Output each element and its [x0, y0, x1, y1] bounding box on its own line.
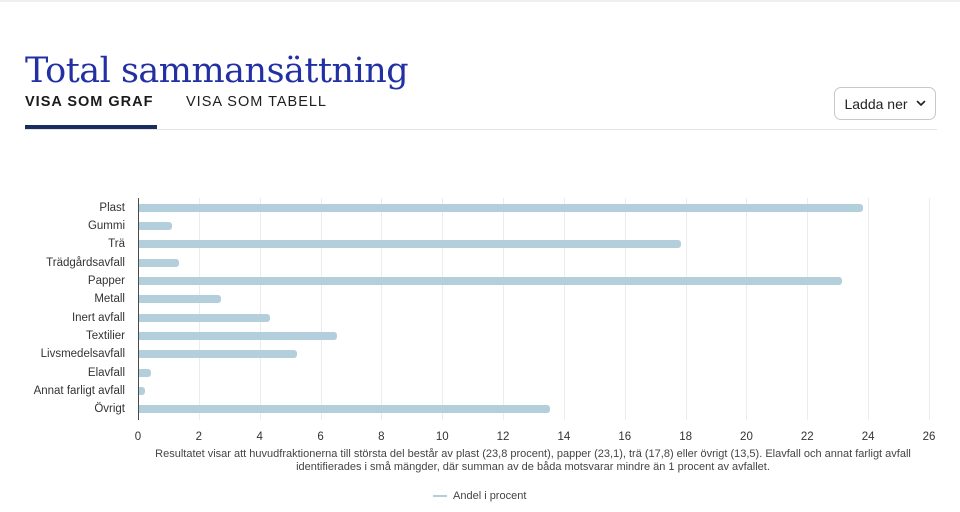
gridline [624, 198, 626, 420]
category-label: Elavfall [87, 366, 125, 379]
gridline [381, 198, 383, 420]
plot-area [138, 198, 930, 420]
y-axis-line [138, 198, 139, 420]
legend-swatch [433, 495, 447, 497]
bar[interactable] [139, 350, 298, 359]
category-label: Gummi [87, 219, 125, 232]
active-tab-indicator [25, 125, 157, 129]
x-tick-label: 14 [557, 431, 571, 443]
download-label: Ladda ner [844, 95, 908, 112]
bar[interactable] [139, 258, 179, 267]
category-label: Metall [94, 293, 125, 306]
gridline [685, 198, 687, 420]
gridline [320, 198, 322, 420]
gridline [563, 198, 565, 420]
top-band [0, 0, 960, 2]
legend-label: Andel i procent [453, 490, 527, 502]
bar[interactable] [139, 203, 864, 212]
bar[interactable] [139, 313, 270, 322]
x-tick-label: 10 [435, 431, 449, 443]
x-tick-label: 12 [496, 431, 510, 443]
bar[interactable] [139, 405, 550, 414]
bar[interactable] [139, 276, 842, 285]
chevron-down-icon [916, 100, 926, 107]
category-label: Övrigt [94, 403, 125, 416]
x-tick-label: 8 [378, 431, 385, 443]
category-label: Inert avfall [71, 311, 125, 324]
x-tick-label: 6 [317, 431, 324, 443]
category-label: Trä [108, 238, 125, 251]
gridline [259, 198, 261, 420]
bar[interactable] [139, 331, 337, 340]
bar[interactable] [139, 295, 222, 304]
x-tick-label: 18 [679, 431, 693, 443]
chart-legend[interactable]: Andel i procent [433, 490, 526, 502]
bar[interactable] [139, 221, 173, 230]
x-tick-label: 22 [800, 431, 814, 443]
category-label: Textilier [86, 329, 125, 342]
download-dropdown[interactable]: Ladda ner [834, 87, 936, 120]
x-tick-label: 16 [618, 431, 632, 443]
x-tick-label: 4 [256, 431, 263, 443]
category-label: Papper [87, 274, 125, 287]
bar[interactable] [139, 240, 681, 249]
x-tick-label: 2 [195, 431, 203, 443]
gridline [746, 198, 748, 420]
tabs-divider [25, 129, 937, 130]
gridline [868, 198, 870, 420]
tab-graph[interactable]: VISA SOM GRAF [25, 94, 154, 110]
x-tick-label: 0 [134, 431, 142, 443]
gridline [929, 198, 930, 420]
bar[interactable] [139, 387, 146, 395]
bar[interactable] [139, 368, 152, 377]
category-label: Annat farligt avfall [33, 385, 125, 397]
tab-table[interactable]: VISA SOM TABELL [186, 94, 327, 110]
category-label: Livsmedelsavfall [40, 348, 125, 361]
bar-chart: Plast Gummi Trä Trädgårdsavfall Papper Metall… [0, 190, 960, 512]
gridline [503, 198, 505, 420]
gridline [807, 198, 809, 420]
x-tick-label: 26 [922, 431, 936, 443]
category-label: Plast [99, 201, 125, 214]
gridline [198, 198, 200, 420]
page-title: Total sammansättning [25, 51, 409, 92]
category-label: Trädgårdsavfall [46, 256, 125, 269]
view-tabs: VISA SOM GRAF VISA SOM TABELL [25, 94, 937, 130]
x-tick-label: 24 [861, 431, 875, 443]
gridline [442, 198, 444, 420]
x-tick-label: 20 [740, 431, 753, 443]
chart-caption: Resultatet visar att huvudfraktionerna t… [155, 448, 911, 473]
